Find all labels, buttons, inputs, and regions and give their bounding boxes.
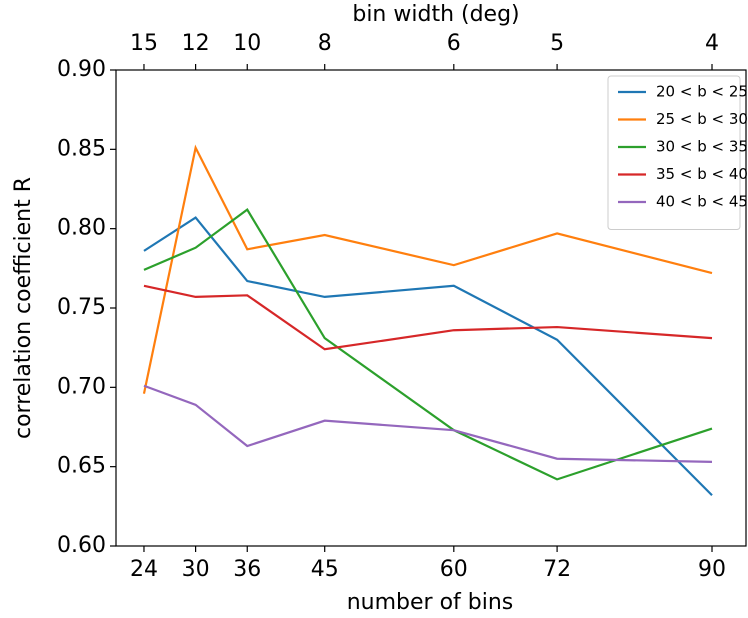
x-tick-label: 60 xyxy=(440,557,468,582)
y-tick-label: 0.70 xyxy=(57,374,106,399)
legend-label: 20 < b < 25 xyxy=(656,83,748,101)
y-tick-label: 0.60 xyxy=(57,533,106,558)
x2-tick-label: 4 xyxy=(705,31,719,56)
series-line xyxy=(143,384,713,464)
y-tick-label: 0.80 xyxy=(57,216,106,241)
x2-tick-label: 15 xyxy=(130,31,158,56)
x-axis-label: number of bins xyxy=(347,590,514,615)
x2-axis-label: bin width (deg) xyxy=(352,2,519,27)
legend-label: 30 < b < 35 xyxy=(656,138,748,156)
x-tick-label: 72 xyxy=(543,557,571,582)
x2-tick-label: 5 xyxy=(550,31,564,56)
series-line xyxy=(143,284,713,351)
y-tick-label: 0.90 xyxy=(57,57,106,82)
series-line xyxy=(143,208,713,481)
x-tick-label: 24 xyxy=(130,557,158,582)
x2-tick-label: 10 xyxy=(233,31,261,56)
legend-label: 25 < b < 30 xyxy=(656,110,748,128)
y-tick-label: 0.85 xyxy=(57,136,106,161)
legend-label: 40 < b < 45 xyxy=(656,193,748,211)
y-tick-label: 0.75 xyxy=(57,295,106,320)
y-axis-label: correlation coefficient R xyxy=(11,177,36,439)
x2-tick-label: 6 xyxy=(447,31,461,56)
legend-box xyxy=(607,75,741,230)
x2-tick-label: 12 xyxy=(182,31,210,56)
x-tick-label: 30 xyxy=(182,557,210,582)
x-tick-label: 45 xyxy=(311,557,339,582)
legend-label: 35 < b < 40 xyxy=(656,165,748,183)
y-tick-label: 0.65 xyxy=(57,454,106,479)
series-line xyxy=(142,144,713,394)
x-tick-label: 36 xyxy=(233,557,261,582)
x-tick-label: 90 xyxy=(698,557,726,582)
x2-tick-label: 8 xyxy=(318,31,332,56)
series-line xyxy=(143,216,713,497)
